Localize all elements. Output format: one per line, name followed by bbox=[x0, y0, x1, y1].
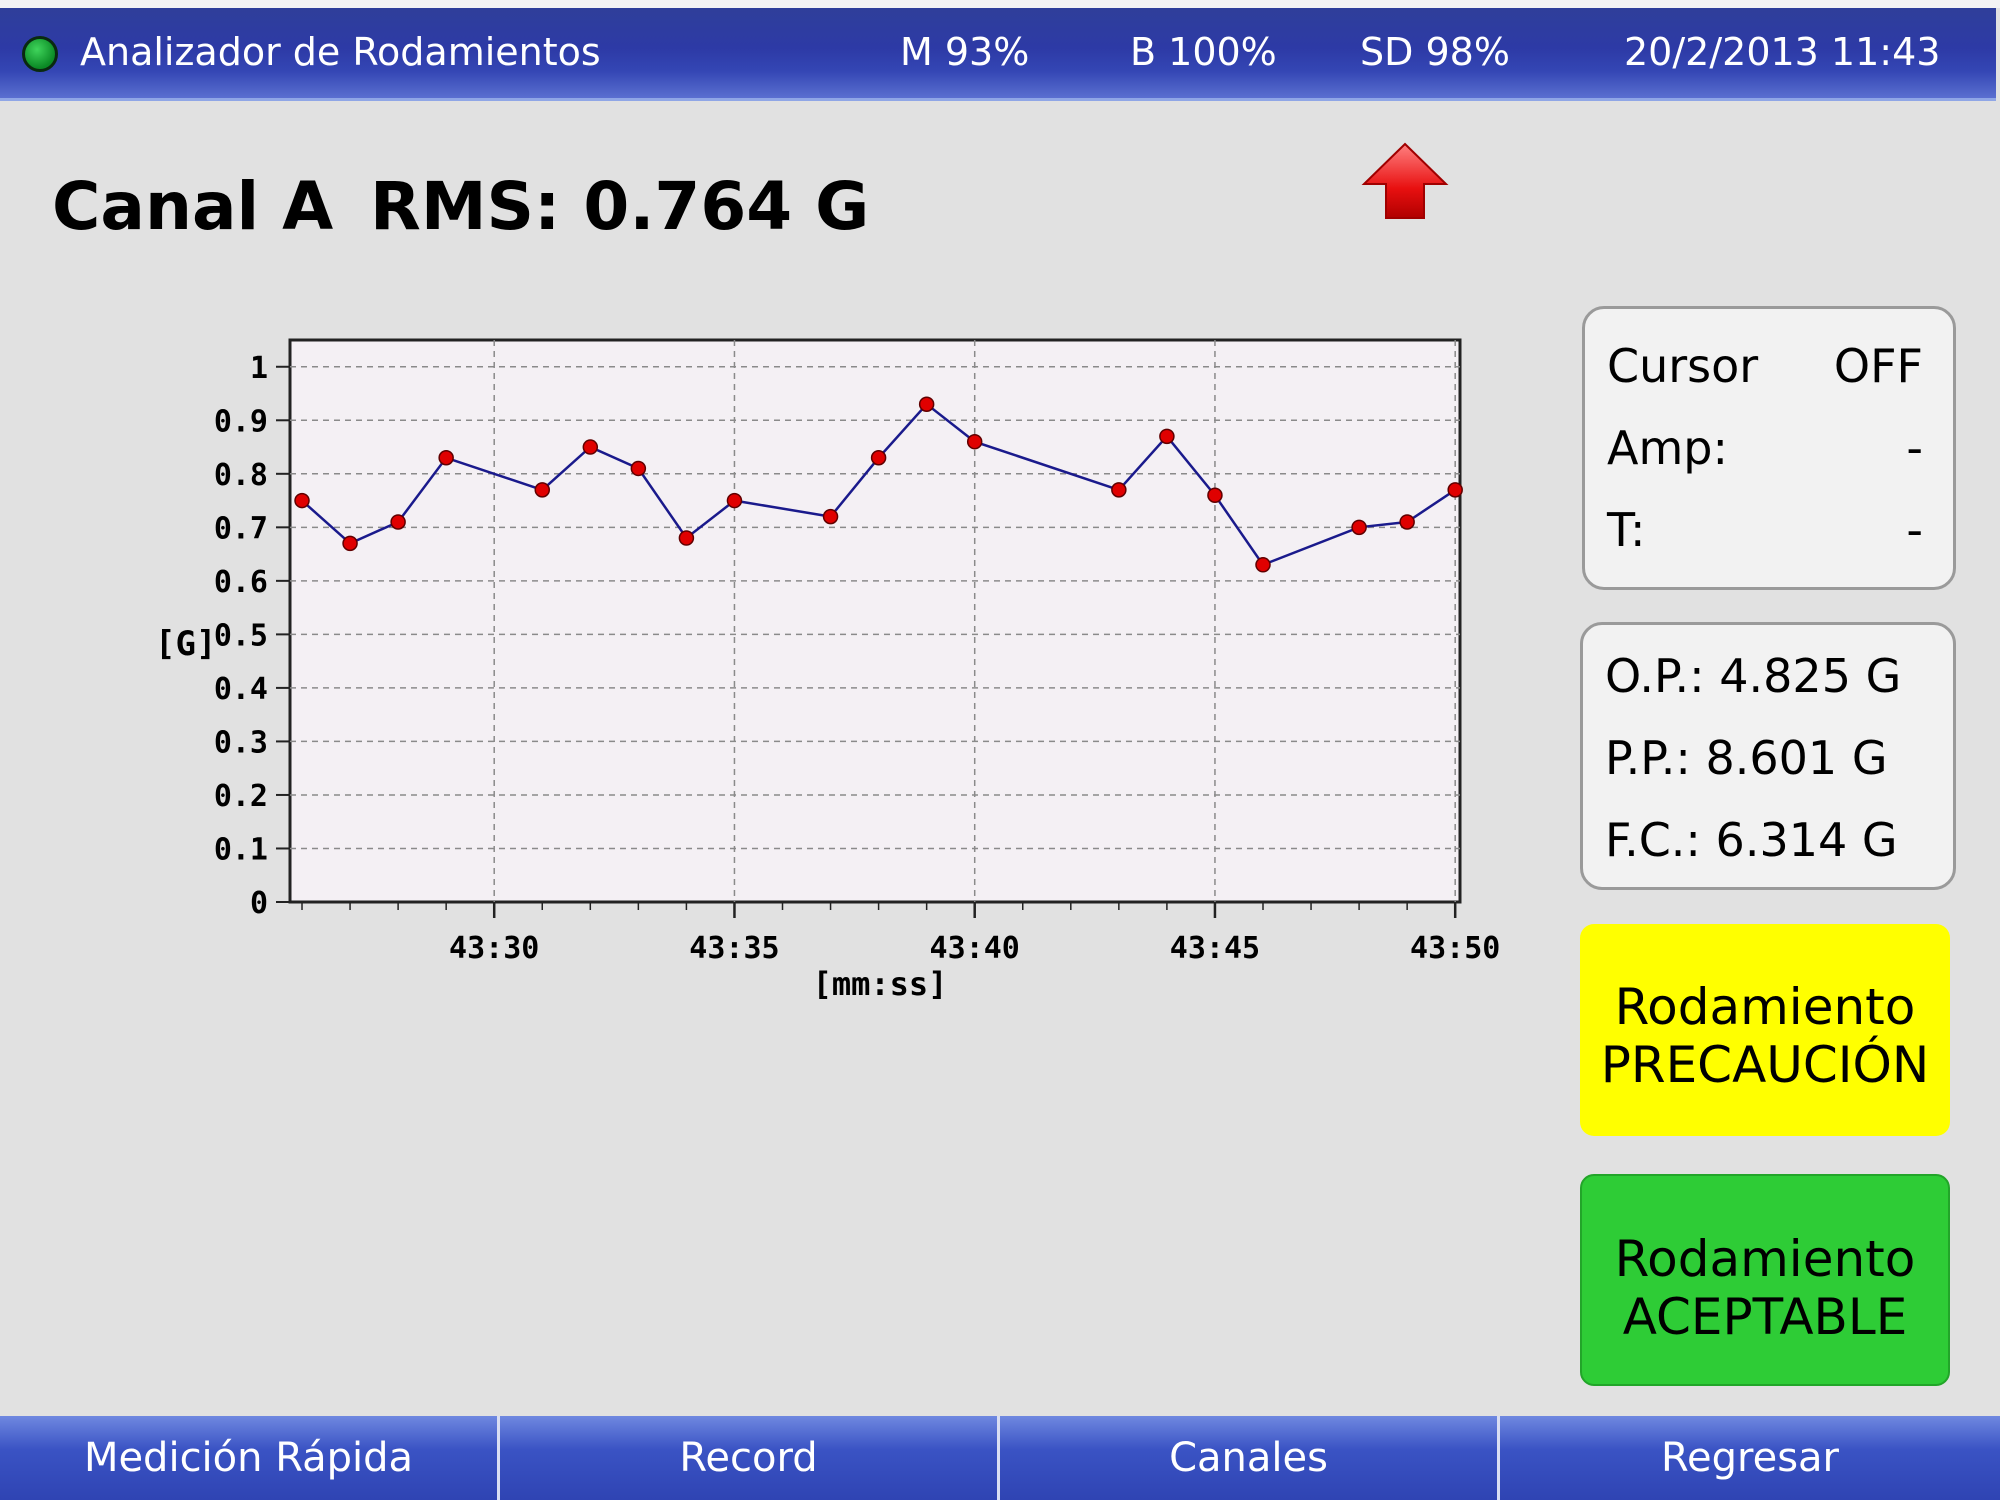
data-point bbox=[1255, 557, 1271, 573]
y-tick-label: 0.7 bbox=[214, 511, 268, 546]
y-tick-label: 0.1 bbox=[214, 832, 268, 867]
data-point bbox=[390, 514, 406, 530]
quick-measure-button[interactable]: Medición Rápida bbox=[0, 1416, 500, 1500]
data-point bbox=[438, 450, 454, 466]
data-point bbox=[1447, 482, 1463, 498]
peak-to-peak: P.P.: 8.601 G bbox=[1605, 731, 1888, 785]
channel-label: Canal A bbox=[52, 168, 334, 245]
status-bar: Analizador de Rodamientos M 93% B 100% S… bbox=[0, 8, 1996, 101]
data-point bbox=[726, 492, 743, 509]
y-axis-label: [G] bbox=[155, 624, 216, 664]
softkey-bar: Medición Rápida Record Canales Regresar bbox=[0, 1416, 2000, 1500]
y-axis-ticks: 0 0.1 0.2 0.3 0.4 0.5 0.6 0.7 0.8 0.9 1 bbox=[214, 351, 290, 921]
crest-factor: F.C.: 6.314 G bbox=[1605, 813, 1898, 867]
y-tick-label: 0.6 bbox=[214, 565, 268, 600]
data-point bbox=[918, 396, 935, 412]
y-tick-label: 0 bbox=[250, 886, 268, 921]
data-point bbox=[1159, 428, 1175, 445]
back-button[interactable]: Regresar bbox=[1500, 1416, 2000, 1500]
window-top-edge bbox=[0, 0, 2000, 8]
up-arrow-icon bbox=[1361, 142, 1449, 219]
y-tick-label: 0.5 bbox=[214, 618, 268, 653]
overall-peak: O.P.: 4.825 G bbox=[1605, 649, 1902, 703]
y-tick-label: 0.8 bbox=[214, 458, 268, 493]
y-tick-label: 0.9 bbox=[214, 404, 268, 439]
data-point bbox=[870, 450, 887, 466]
cursor-row: Cursor OFF bbox=[1607, 339, 1923, 393]
t-label: T: bbox=[1607, 503, 1646, 557]
y-tick-label: 0.3 bbox=[214, 725, 268, 760]
x-tick-label: 43:35 bbox=[689, 931, 779, 966]
y-tick-label: 0.4 bbox=[214, 672, 268, 707]
data-point bbox=[678, 530, 695, 546]
data-point bbox=[534, 482, 551, 498]
rms-value: RMS: 0.764 G bbox=[370, 168, 870, 245]
cursor-panel[interactable]: Cursor OFF Amp: - T: - bbox=[1582, 306, 1956, 590]
datetime: 20/2/2013 11:43 bbox=[1624, 30, 1941, 74]
x-axis-label: [mm:ss] bbox=[813, 965, 948, 1003]
x-axis-ticks: 43:30 43:35 43:40 43:45 43:50 bbox=[301, 902, 1500, 966]
bearing-caution-button[interactable]: Rodamiento PRECAUCIÓN bbox=[1580, 924, 1950, 1136]
y-tick-label: 1 bbox=[250, 351, 268, 386]
caution-line1: Rodamiento bbox=[1614, 978, 1916, 1036]
memory-indicator: M 93% bbox=[900, 30, 1030, 74]
data-point bbox=[1399, 514, 1415, 530]
sd-indicator: SD 98% bbox=[1360, 30, 1510, 74]
x-tick-label: 43:40 bbox=[930, 931, 1020, 966]
time-row: T: - bbox=[1607, 503, 1923, 557]
peak-values-panel: O.P.: 4.825 G P.P.: 8.601 G F.C.: 6.314 … bbox=[1580, 622, 1956, 890]
caution-line2: PRECAUCIÓN bbox=[1600, 1036, 1930, 1094]
data-point bbox=[1111, 482, 1127, 498]
acceptable-line2: ACEPTABLE bbox=[1622, 1288, 1908, 1346]
bearing-acceptable-button[interactable]: Rodamiento ACEPTABLE bbox=[1580, 1174, 1950, 1386]
channels-button[interactable]: Canales bbox=[1000, 1416, 1500, 1500]
cursor-value: OFF bbox=[1833, 339, 1923, 393]
data-point bbox=[1207, 487, 1223, 503]
data-point bbox=[630, 460, 647, 477]
data-point bbox=[1351, 519, 1367, 536]
rms-series-line bbox=[301, 402, 1456, 567]
t-value: - bbox=[1906, 503, 1923, 557]
data-point bbox=[822, 508, 839, 525]
data-point bbox=[582, 439, 599, 455]
x-tick-label: 43:30 bbox=[449, 931, 539, 966]
data-point bbox=[966, 433, 983, 450]
rms-trend-chart: 0 0.1 0.2 0.3 0.4 0.5 0.6 0.7 0.8 0.9 1 43:30 43:35… bbox=[155, 338, 1500, 1003]
amp-value: - bbox=[1906, 421, 1923, 475]
x-tick-label: 43:45 bbox=[1170, 931, 1260, 966]
record-button[interactable]: Record bbox=[500, 1416, 1000, 1500]
y-tick-label: 0.2 bbox=[214, 779, 268, 814]
grid-lines bbox=[290, 340, 1460, 902]
cursor-label: Cursor bbox=[1607, 339, 1759, 393]
battery-indicator: B 100% bbox=[1130, 30, 1277, 74]
data-point bbox=[294, 492, 310, 509]
amp-label: Amp: bbox=[1607, 421, 1728, 475]
plot-area bbox=[288, 338, 1462, 904]
app-title: Analizador de Rodamientos bbox=[80, 30, 601, 74]
amp-row: Amp: - bbox=[1607, 421, 1923, 475]
x-tick-label: 43:50 bbox=[1410, 931, 1500, 966]
status-led-icon bbox=[22, 36, 58, 72]
data-point bbox=[342, 535, 358, 552]
acceptable-line1: Rodamiento bbox=[1614, 1230, 1916, 1288]
rms-series-markers bbox=[294, 396, 1463, 573]
